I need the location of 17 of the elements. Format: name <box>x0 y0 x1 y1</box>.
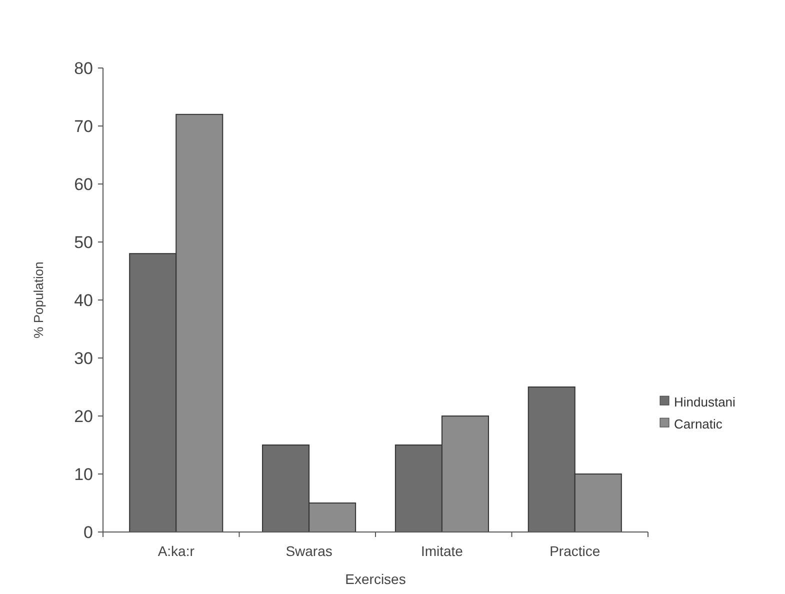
x-tick-label: Practice <box>550 543 600 559</box>
y-tick-label: 40 <box>74 290 93 310</box>
y-tick-label: 60 <box>74 174 93 194</box>
legend-label: Hindustani <box>674 394 736 410</box>
legend-label: Carnatic <box>674 416 723 432</box>
x-tick-label: Swaras <box>286 543 332 559</box>
y-tick-label: 80 <box>74 58 93 78</box>
y-axis-title: % Population <box>31 262 46 338</box>
y-tick-label: 20 <box>74 406 93 426</box>
y-tick-label: 30 <box>74 348 93 368</box>
y-tick-label: 10 <box>74 464 93 484</box>
y-tick-label: 50 <box>74 232 93 252</box>
x-tick-label: A:ka:r <box>158 543 195 559</box>
x-axis-title: Exercises <box>345 571 406 587</box>
y-tick-label: 0 <box>84 522 93 542</box>
y-tick-label: 70 <box>74 116 93 136</box>
x-tick-label: Imitate <box>420 543 464 559</box>
